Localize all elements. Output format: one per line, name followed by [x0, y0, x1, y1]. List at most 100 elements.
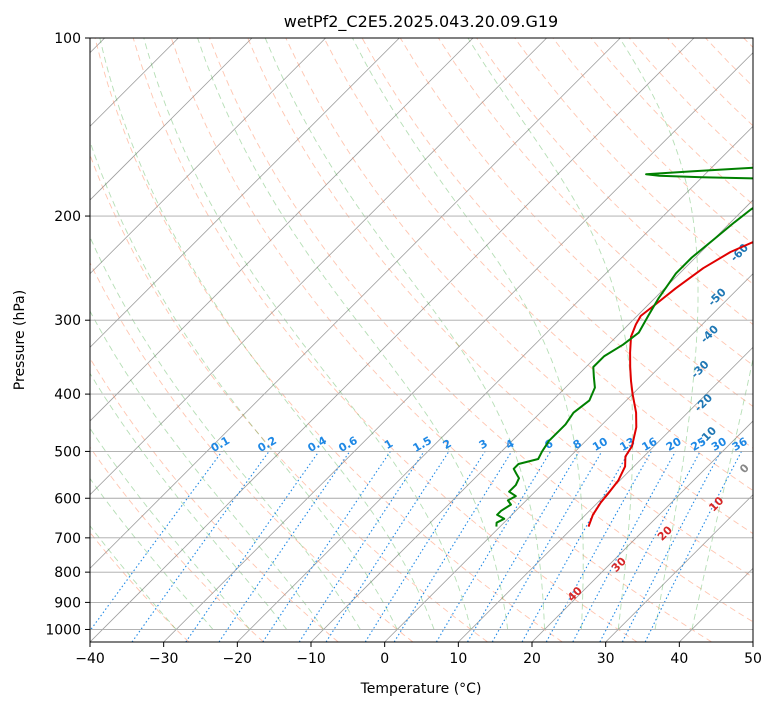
- temperature-label: 40: [565, 584, 585, 604]
- wetbulb-label: -40: [698, 322, 721, 345]
- y-tick-label: 300: [54, 313, 81, 329]
- dry-adiabat-line: [90, 531, 190, 642]
- mixing-ratio-lines: [90, 451, 742, 642]
- isotherm-line: [458, 346, 753, 642]
- mixing-ratio-line: [644, 451, 742, 642]
- isotherm-line: [605, 494, 753, 642]
- dry-adiabat-line: [247, 38, 753, 578]
- x-tick-label: −20: [223, 651, 253, 667]
- isotherm-lines: [90, 38, 753, 642]
- moist-adiabat-line: [99, 38, 435, 630]
- y-tick-label: 1000: [45, 622, 81, 638]
- isotherm-line: [90, 38, 621, 569]
- chart-title: wetPf2_C2E5.2025.043.20.09.G19: [284, 12, 558, 32]
- y-axis: 100 200 300 400 500 600 700 800 900 1000: [45, 31, 90, 638]
- x-tick-label: −30: [149, 651, 179, 667]
- mixing-ratio-line: [131, 451, 270, 642]
- temperature-profile-line: [587, 240, 753, 527]
- wetbulb-label: -70: [761, 193, 775, 216]
- dry-adiabat-line: [667, 38, 753, 127]
- mixing-ratio-line: [262, 451, 391, 642]
- dry-adiabat-line: [590, 38, 753, 206]
- dry-adiabat-line: [170, 38, 712, 642]
- x-axis-title: Temperature (°C): [360, 681, 482, 697]
- y-tick-label: 100: [54, 31, 81, 47]
- mixing-ratio-line: [325, 451, 450, 642]
- dry-adiabat-line: [132, 38, 638, 642]
- isotherm-line: [531, 420, 753, 642]
- dry-adiabat-line: [323, 38, 753, 492]
- x-tick-label: −10: [296, 651, 326, 667]
- dry-adiabat-line: [94, 38, 563, 642]
- mixing-ratio-line: [393, 451, 513, 642]
- mixing-ratio-label: 2: [441, 437, 454, 452]
- sounding-profiles: [495, 166, 753, 527]
- moist-adiabat-line: [264, 38, 545, 630]
- y-tick-label: 600: [54, 491, 81, 507]
- moist-adiabat-line: [691, 356, 753, 630]
- mixing-ratio-line: [545, 451, 652, 642]
- isotherm-line: [310, 199, 753, 642]
- y-axis-title: Pressure (hPa): [12, 290, 28, 390]
- isotherm-line: [90, 38, 695, 642]
- moist-adiabat-line: [90, 525, 177, 630]
- isotherm-line: [90, 38, 474, 422]
- dry-adiabat-line: [90, 261, 414, 642]
- x-tick-label: −40: [75, 651, 105, 667]
- moist-adiabat-line: [90, 310, 324, 630]
- x-tick-label: 50: [744, 651, 762, 667]
- mixing-ratio-line: [90, 451, 223, 632]
- dry-adiabat-line: [476, 38, 753, 326]
- mixing-ratio-line: [185, 451, 320, 642]
- isotherm-line: [90, 38, 400, 348]
- mixing-ratio-line: [298, 451, 425, 642]
- temperature-label: 10: [706, 494, 726, 514]
- dry-adiabat-line: [90, 357, 339, 642]
- moist-adiabat-line: [90, 235, 361, 630]
- y-tick-label: 400: [54, 387, 81, 403]
- moist-adiabat-line: [467, 38, 634, 630]
- dry-adiabat-line: [514, 38, 753, 285]
- isotherm-line: [384, 273, 753, 642]
- mixing-ratio-line: [572, 451, 676, 642]
- mixing-ratio-line: [364, 451, 486, 642]
- wetbulb-label: -50: [705, 285, 728, 308]
- y-tick-label: 500: [54, 444, 81, 460]
- moist-adiabat-line: [90, 477, 214, 630]
- y-tick-label: 900: [54, 595, 81, 611]
- mixing-ratio-label: 4: [503, 437, 516, 452]
- moist-adiabat-line: [90, 427, 251, 630]
- x-tick-label: 10: [449, 651, 467, 667]
- wetbulb-label: -30: [688, 358, 711, 381]
- y-tick-label: 200: [54, 209, 81, 225]
- x-tick-label: 0: [380, 651, 389, 667]
- moist-adiabat-lines: [90, 38, 753, 630]
- isotherm-line: [163, 52, 753, 642]
- moist-adiabat-line: [90, 140, 398, 630]
- mixing-ratio-line: [521, 451, 630, 642]
- mixing-ratio-line: [621, 451, 722, 642]
- dry-adiabat-line: [90, 153, 488, 642]
- y-tick-label: 800: [54, 565, 81, 581]
- moist-adiabat-line: [352, 38, 584, 630]
- mixing-ratio-line: [599, 451, 701, 642]
- x-tick-label: 20: [523, 651, 541, 667]
- isotherm-line: [679, 567, 753, 642]
- x-tick-label: 30: [597, 651, 615, 667]
- dry-adiabat-line: [285, 38, 753, 535]
- dry-adiabat-line: [90, 446, 264, 642]
- plot-area: -100-90-80-70-60-50-40-30-20-100.10.20.4…: [90, 38, 775, 642]
- temperature-label: 20: [655, 523, 675, 543]
- isotherm-line: [90, 38, 326, 275]
- isotherm-line: [90, 38, 253, 201]
- x-axis: −40 −30 −20 −10 0 10 20 30 40 50: [75, 642, 762, 667]
- temperature-label: 0: [737, 461, 752, 476]
- dry-adiabat-line: [552, 38, 753, 245]
- dry-adiabat-line: [438, 38, 753, 366]
- pressure-gridlines: [90, 38, 753, 630]
- isotherm-line: [237, 125, 753, 642]
- mixing-ratio-line: [218, 451, 351, 642]
- dry-adiabat-line: [705, 38, 753, 88]
- mixing-ratio-label: 3: [477, 437, 490, 452]
